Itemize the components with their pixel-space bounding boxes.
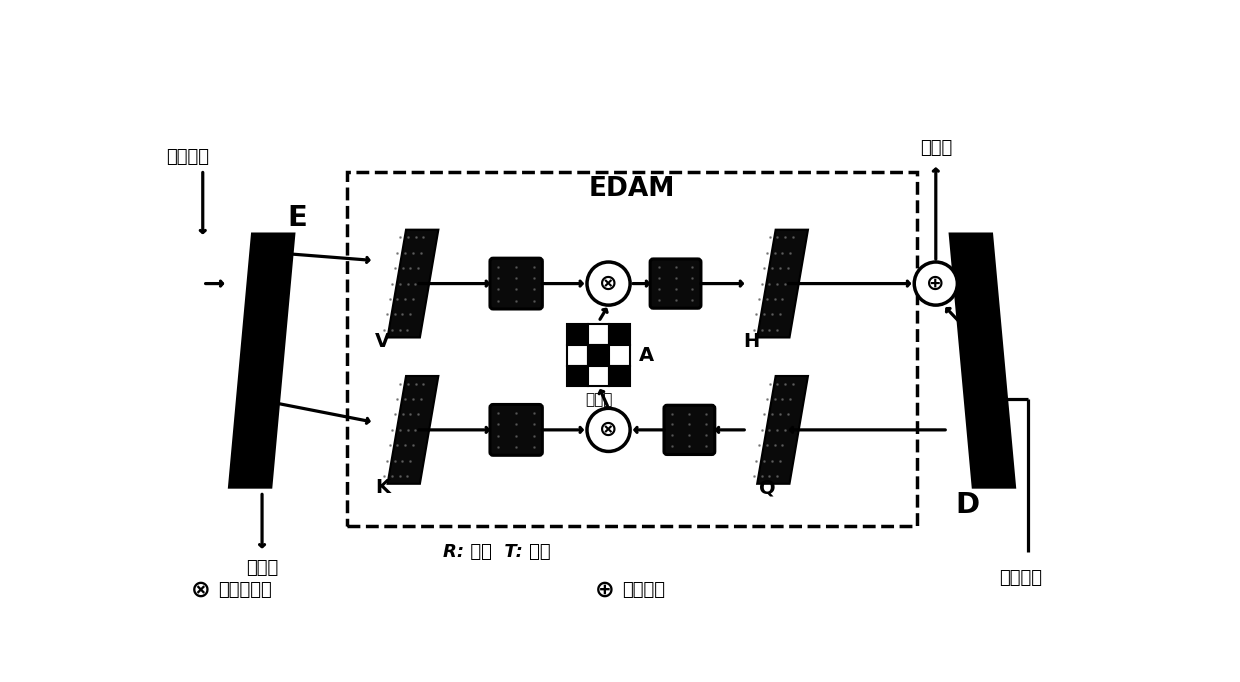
Text: D: D bbox=[955, 491, 980, 519]
Text: R: 重塑  T: 转置: R: 重塑 T: 转置 bbox=[443, 543, 551, 561]
Text: 解码路径: 解码路径 bbox=[999, 569, 1042, 587]
Text: ⊗: ⊗ bbox=[599, 420, 618, 440]
Bar bbox=[609, 324, 630, 345]
FancyBboxPatch shape bbox=[663, 405, 714, 454]
Text: ：元素加: ：元素加 bbox=[622, 581, 666, 599]
FancyBboxPatch shape bbox=[490, 258, 542, 309]
Polygon shape bbox=[758, 230, 808, 338]
Circle shape bbox=[587, 262, 630, 305]
Bar bbox=[588, 345, 609, 366]
Bar bbox=[588, 324, 609, 345]
Text: ：矩阵乘法: ：矩阵乘法 bbox=[218, 581, 272, 599]
Polygon shape bbox=[388, 376, 439, 484]
Text: A: A bbox=[639, 346, 653, 365]
Text: 下一级: 下一级 bbox=[246, 559, 278, 577]
Bar bbox=[609, 345, 630, 366]
Polygon shape bbox=[758, 376, 808, 484]
Bar bbox=[588, 366, 609, 387]
Bar bbox=[568, 345, 588, 366]
Circle shape bbox=[914, 262, 957, 305]
FancyBboxPatch shape bbox=[490, 404, 542, 456]
Polygon shape bbox=[950, 233, 1016, 488]
Text: ⊗: ⊗ bbox=[191, 578, 211, 602]
Text: EDAM: EDAM bbox=[589, 176, 675, 202]
FancyBboxPatch shape bbox=[650, 259, 701, 308]
Polygon shape bbox=[229, 233, 294, 488]
Circle shape bbox=[587, 409, 630, 451]
Text: ⊕: ⊕ bbox=[926, 273, 945, 293]
Text: 归一化: 归一化 bbox=[585, 391, 613, 406]
Text: H: H bbox=[743, 331, 760, 351]
Text: V: V bbox=[376, 331, 391, 351]
Text: ⊗: ⊗ bbox=[599, 273, 618, 293]
Text: 编码路径: 编码路径 bbox=[166, 147, 208, 166]
Text: 下一级: 下一级 bbox=[920, 138, 952, 157]
Text: K: K bbox=[376, 478, 391, 497]
Text: E: E bbox=[288, 204, 308, 232]
Text: Q: Q bbox=[759, 478, 775, 497]
Bar bbox=[568, 324, 588, 345]
Bar bbox=[568, 366, 588, 387]
Polygon shape bbox=[388, 230, 439, 338]
Bar bbox=[609, 366, 630, 387]
Text: ⊕: ⊕ bbox=[595, 578, 615, 602]
